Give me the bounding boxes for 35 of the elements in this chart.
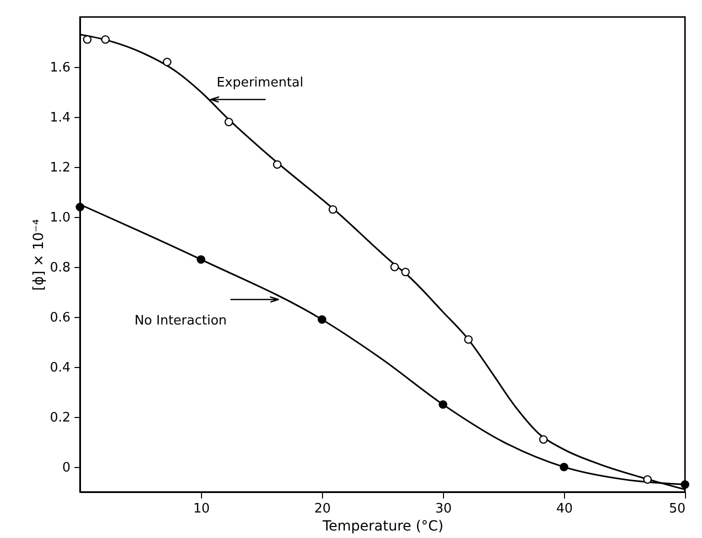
point <box>539 435 548 444</box>
y-tick-label: 1.4 <box>50 110 70 126</box>
point <box>272 160 282 169</box>
point <box>82 35 92 44</box>
point <box>390 262 399 272</box>
y-tick-label: 0.4 <box>50 360 70 376</box>
point <box>196 255 206 264</box>
y-tick-label: 0.6 <box>50 310 70 326</box>
x-axis-title: Temperature (°C) <box>322 518 444 534</box>
point <box>328 205 338 214</box>
point <box>224 118 234 126</box>
point <box>560 462 568 472</box>
point <box>162 58 172 66</box>
x-tick-label: 10 <box>193 502 210 516</box>
y-axis-title: [ϕ] × 10⁻⁴ <box>30 218 47 291</box>
point <box>101 35 110 44</box>
annotation: Experimental <box>216 76 304 90</box>
x-tick-label: 40 <box>556 502 573 516</box>
y-tick-label: 0.8 <box>50 260 70 276</box>
point <box>643 475 652 484</box>
annotation: No Interaction <box>134 314 227 328</box>
point <box>76 202 84 212</box>
y-tick-label: 1.2 <box>50 160 70 176</box>
point <box>464 335 473 344</box>
point <box>438 400 448 409</box>
y-tick-label: 1.6 <box>50 60 70 76</box>
y-tick-label: 1.0 <box>50 210 70 226</box>
y-tick-label: 0.2 <box>50 410 70 426</box>
point <box>680 480 690 489</box>
x-tick-label: 20 <box>314 502 331 516</box>
point <box>401 268 410 276</box>
x-tick-label: 30 <box>435 502 452 516</box>
x-tick-label: 50 <box>668 502 686 516</box>
point <box>318 315 326 324</box>
y-tick-label: 0 <box>62 460 70 476</box>
